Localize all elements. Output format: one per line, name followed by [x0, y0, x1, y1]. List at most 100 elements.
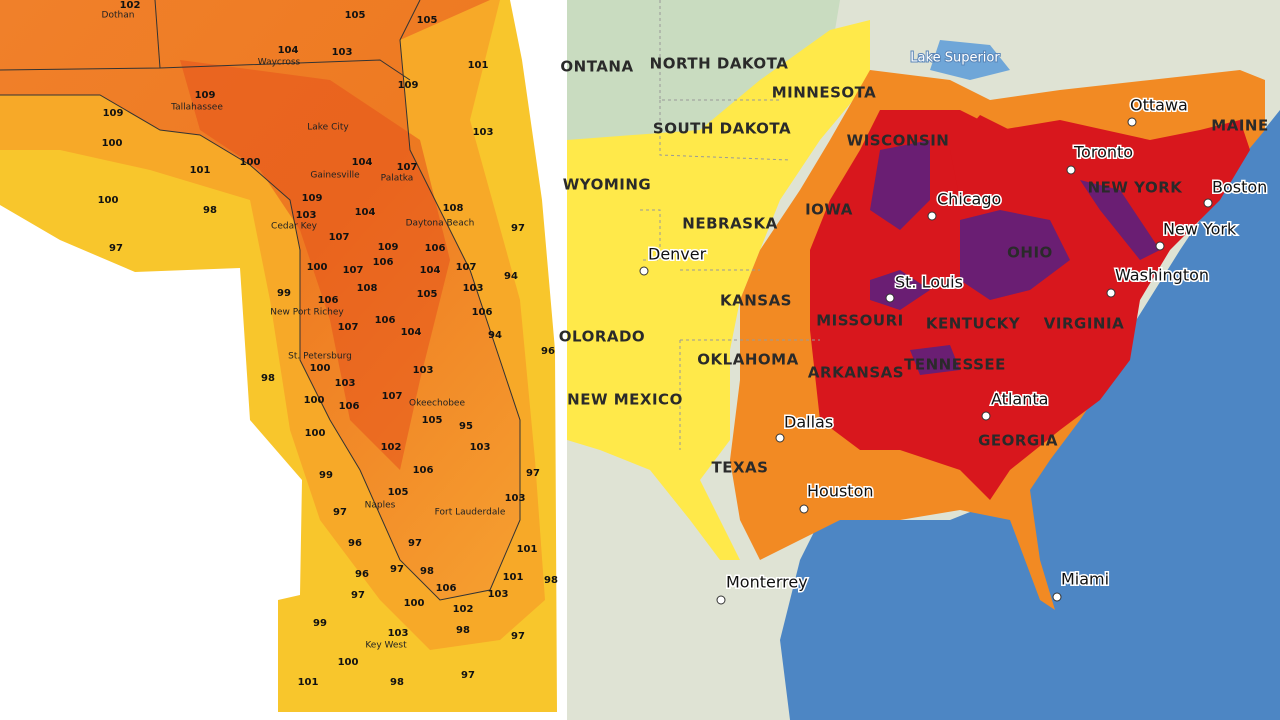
temperature-label: 106	[425, 243, 446, 254]
temperature-label: 98	[456, 625, 470, 636]
temperature-label: 102	[120, 0, 141, 11]
temperature-label: 96	[348, 538, 362, 549]
temperature-label: 101	[517, 544, 538, 555]
region-label: KANSAS	[720, 292, 792, 310]
place-label: Dothan	[102, 11, 135, 21]
city-marker	[1155, 241, 1165, 251]
temperature-label: 99	[313, 618, 327, 629]
region-label: NEBRASKA	[682, 215, 777, 233]
temperature-label: 106	[339, 401, 360, 412]
temperature-label: 104	[278, 45, 299, 56]
temperature-label: 105	[417, 15, 438, 26]
place-label: Denver	[648, 245, 707, 264]
temperature-label: 100	[305, 428, 326, 439]
temperature-label: 105	[345, 10, 366, 21]
region-label: TEXAS	[712, 459, 769, 477]
region-label: ARKANSAS	[808, 364, 904, 382]
city-marker	[927, 211, 937, 221]
region-label: IOWA	[805, 201, 853, 219]
temperature-label: 107	[338, 322, 359, 333]
place-label: Miami	[1061, 570, 1109, 589]
temperature-label: 97	[408, 538, 422, 549]
region-label: MAINE	[1211, 117, 1268, 135]
temperature-label: 101	[298, 677, 319, 688]
place-label: Naples	[365, 501, 396, 511]
region-label: MISSOURI	[816, 312, 904, 330]
region-label: WISCONSIN	[847, 132, 950, 150]
place-label: Ottawa	[1130, 96, 1188, 115]
region-label: NORTH DAKOTA	[650, 55, 789, 73]
place-label: St. Petersburg	[288, 352, 352, 362]
temperature-label: 103	[463, 283, 484, 294]
temperature-label: 107	[397, 162, 418, 173]
temperature-label: 100	[240, 157, 261, 168]
temperature-label: 103	[505, 493, 526, 504]
temperature-label: 98	[261, 373, 275, 384]
place-label: Waycross	[258, 58, 301, 68]
temperature-label: 101	[503, 572, 524, 583]
place-label: Houston	[807, 482, 874, 501]
temperature-label: 97	[333, 507, 347, 518]
region-label: OLORADO	[559, 328, 645, 346]
place-label: New Port Richey	[270, 308, 344, 318]
place-label: Toronto	[1073, 143, 1133, 162]
temperature-label: 108	[357, 283, 378, 294]
place-label: Lake Superior	[910, 51, 1000, 66]
city-marker	[1106, 288, 1116, 298]
place-label: Lake City	[307, 123, 349, 133]
place-label: Cedar Key	[271, 222, 318, 232]
place-label: Daytona Beach	[406, 219, 475, 229]
temperature-label: 100	[98, 195, 119, 206]
region-label: ONTANA	[560, 58, 633, 76]
place-label: Boston	[1212, 178, 1267, 197]
city-marker	[1052, 592, 1062, 602]
temperature-label: 97	[526, 468, 540, 479]
temperature-label: 107	[343, 265, 364, 276]
temperature-label: 109	[378, 242, 399, 253]
place-label: St. Louis	[895, 273, 963, 292]
city-marker	[716, 595, 726, 605]
region-label: OKLAHOMA	[697, 351, 798, 369]
temperature-label: 104	[355, 207, 376, 218]
temperature-label: 106	[472, 307, 493, 318]
temperature-label: 97	[390, 564, 404, 575]
temperature-label: 105	[422, 415, 443, 426]
temperature-label: 103	[488, 589, 509, 600]
temperature-label: 103	[413, 365, 434, 376]
region-label: VIRGINIA	[1044, 315, 1124, 333]
temperature-label: 106	[413, 465, 434, 476]
place-label: Gainesville	[310, 171, 360, 181]
temperature-label: 104	[352, 157, 373, 168]
city-marker	[775, 433, 785, 443]
temperature-label: 101	[190, 165, 211, 176]
city-marker	[799, 504, 809, 514]
place-label: Monterrey	[726, 573, 808, 592]
place-label: Tallahassee	[170, 103, 223, 113]
city-marker	[981, 411, 991, 421]
region-label: MINNESOTA	[772, 84, 877, 102]
temperature-label: 100	[338, 657, 359, 668]
temperature-label: 94	[488, 330, 502, 341]
temperature-label: 95	[459, 421, 473, 432]
temperature-label: 97	[461, 670, 475, 681]
temperature-label: 98	[544, 575, 558, 586]
temperature-label: 103	[332, 47, 353, 58]
florida-map	[0, 0, 567, 720]
place-label: Dallas	[784, 413, 833, 432]
region-label: TENNESSEE	[904, 356, 1006, 374]
city-marker	[1127, 117, 1137, 127]
temperature-label: 109	[195, 90, 216, 101]
temperature-label: 102	[381, 442, 402, 453]
place-label: Atlanta	[991, 390, 1048, 409]
temperature-label: 96	[541, 346, 555, 357]
temperature-label: 97	[511, 631, 525, 642]
temperature-label: 109	[103, 108, 124, 119]
temperature-label: 105	[417, 289, 438, 300]
temperature-label: 109	[302, 193, 323, 204]
us-heat-map	[567, 0, 1280, 720]
temperature-label: 107	[382, 391, 403, 402]
region-label: KENTUCKY	[926, 315, 1021, 333]
temperature-label: 107	[329, 232, 350, 243]
place-label: Palatka	[381, 174, 414, 184]
region-label: NEW MEXICO	[567, 391, 683, 409]
